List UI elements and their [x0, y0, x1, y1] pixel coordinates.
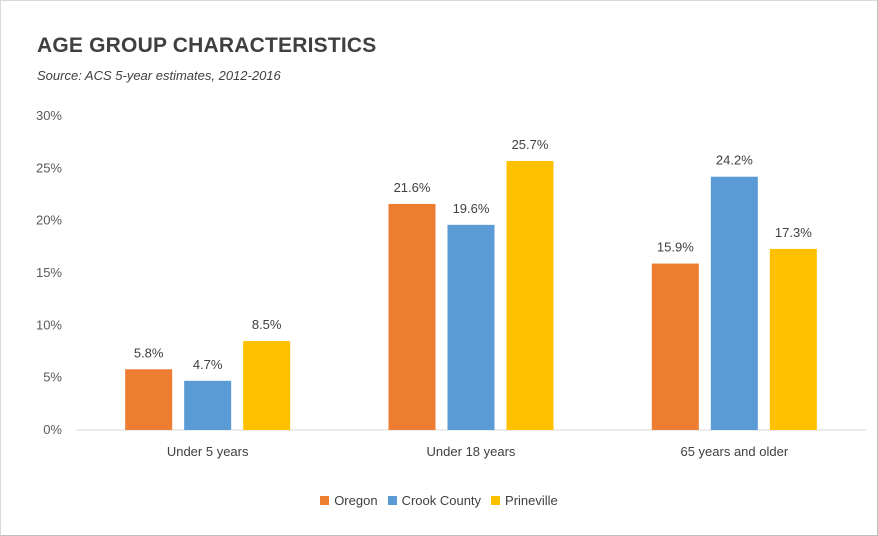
data-label-oregon-under-18-years: 21.6%: [394, 180, 431, 195]
legend-item-oregon: Oregon: [320, 493, 378, 508]
legend-swatch-prineville: [491, 496, 501, 505]
legend-label-prineville: Prineville: [505, 493, 558, 508]
data-label-prineville-under-5-years: 8.5%: [252, 317, 282, 332]
bar-prineville-under-5-years: [243, 341, 291, 430]
y-tick-label: 15%: [36, 265, 62, 280]
chart-subtitle: Source: ACS 5-year estimates, 2012-2016: [37, 68, 281, 83]
legend-swatch-oregon: [320, 496, 330, 505]
chart-legend: Oregon Crook County Prineville: [0, 493, 878, 508]
data-label-crook-county-under-5-years: 4.7%: [193, 357, 223, 372]
bar-crook-county-65-years-and-older: [710, 176, 758, 430]
y-tick-label: 25%: [36, 160, 62, 175]
legend-item-prineville: Prineville: [491, 493, 558, 508]
bar-oregon-under-18-years: [388, 203, 436, 430]
y-tick-label: 20%: [36, 213, 62, 228]
y-tick-label: 10%: [36, 317, 62, 332]
bar-crook-county-under-5-years: [184, 380, 232, 430]
data-label-prineville-under-18-years: 25.7%: [512, 137, 549, 152]
bar-oregon-under-5-years: [125, 369, 173, 430]
data-label-crook-county-65-years-and-older: 24.2%: [716, 153, 753, 168]
y-tick-label: 5%: [43, 370, 62, 385]
data-label-oregon-65-years-and-older: 15.9%: [657, 240, 694, 255]
y-tick-label: 30%: [36, 108, 62, 123]
legend-label-oregon: Oregon: [334, 493, 378, 508]
bar-crook-county-under-18-years: [447, 224, 495, 430]
legend-item-crook-county: Crook County: [387, 493, 482, 508]
x-tick-label: 65 years and older: [680, 444, 788, 459]
data-label-oregon-under-5-years: 5.8%: [134, 345, 164, 360]
x-tick-label: Under 5 years: [167, 444, 249, 459]
y-tick-label: 0%: [43, 422, 62, 437]
legend-label-crook-county: Crook County: [401, 493, 482, 508]
x-tick-label: Under 18 years: [427, 444, 516, 459]
bar-prineville-65-years-and-older: [769, 248, 817, 430]
data-label-prineville-65-years-and-older: 17.3%: [775, 225, 812, 240]
legend-swatch-crook-county: [387, 496, 397, 505]
data-label-crook-county-under-18-years: 19.6%: [453, 201, 490, 216]
chart-title: AGE GROUP CHARACTERISTICS: [37, 34, 377, 57]
bar-oregon-65-years-and-older: [651, 263, 699, 430]
bar-prineville-under-18-years: [506, 161, 554, 431]
